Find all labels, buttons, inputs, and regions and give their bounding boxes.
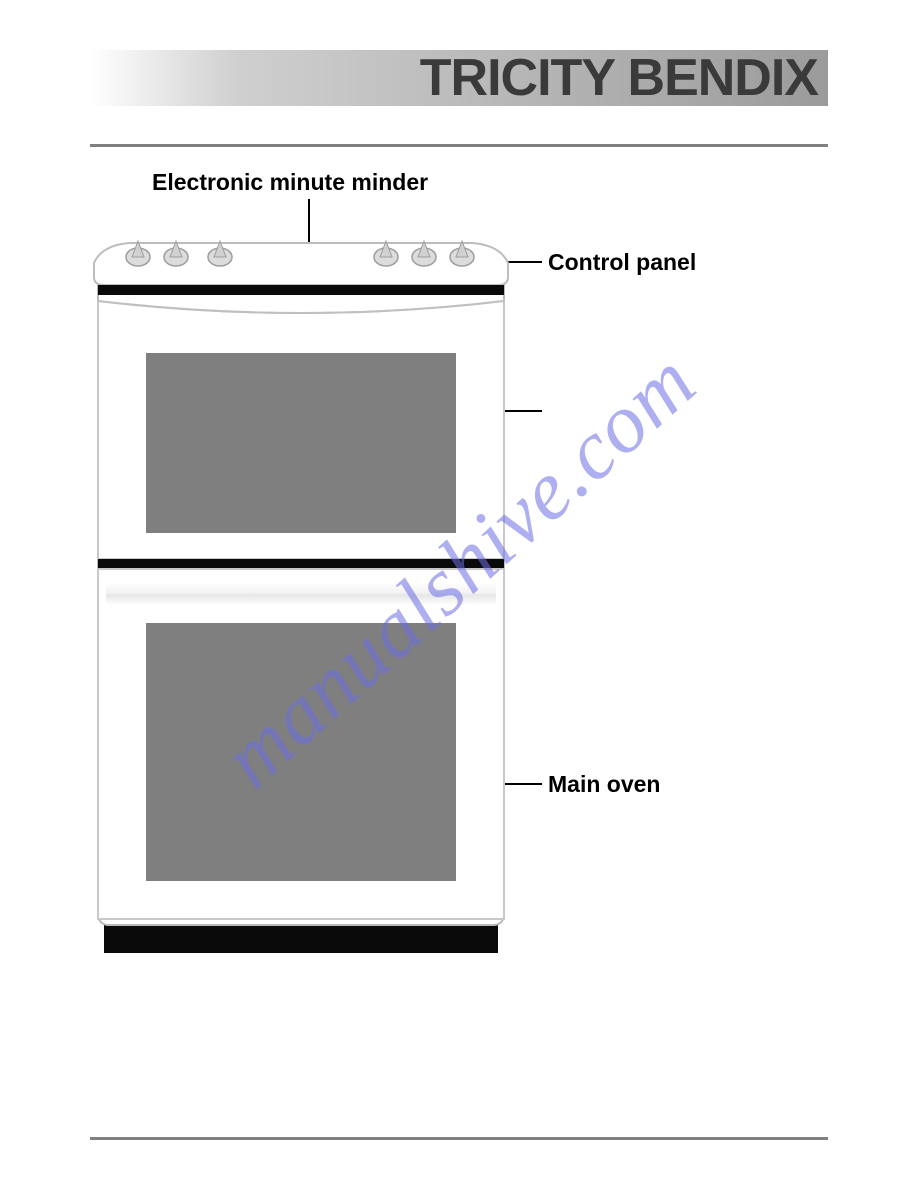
brand-text: TRICITY BENDIX xyxy=(420,48,818,108)
caption-electronic-minute-minder: Electronic minute minder xyxy=(152,169,428,196)
brand-banner: TRICITY BENDIX xyxy=(90,50,828,106)
bottom-rule xyxy=(90,1137,828,1140)
top-rule xyxy=(90,144,828,147)
caption-control-panel: Control panel xyxy=(548,249,696,276)
caption-main-oven: Main oven xyxy=(548,771,660,798)
appliance-illustration xyxy=(90,237,512,955)
